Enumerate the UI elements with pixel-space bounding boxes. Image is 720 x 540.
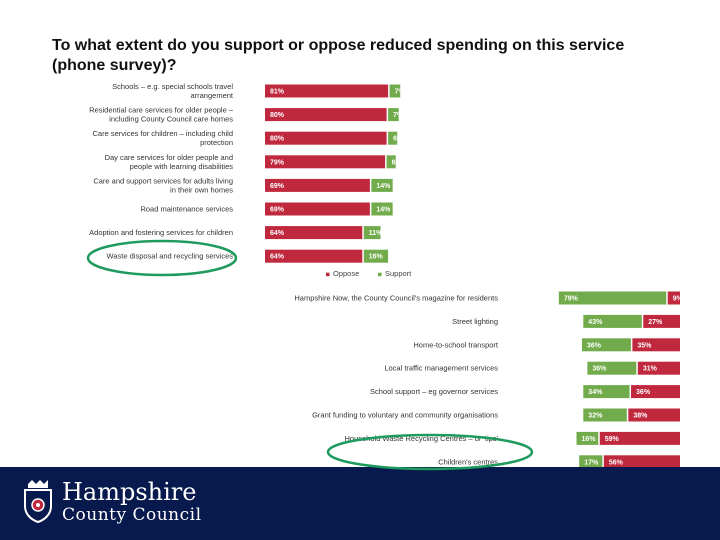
bar-support — [583, 314, 642, 328]
category-label: Street lighting — [452, 317, 498, 326]
category-label: Adoption and fostering services for chil… — [89, 228, 233, 237]
data-label-support: 34% — [588, 389, 603, 396]
legend-marker-oppose — [326, 272, 330, 277]
bar-support — [386, 155, 396, 169]
data-label-oppose: 27% — [648, 319, 663, 326]
bar-oppose — [643, 314, 680, 328]
bar-support — [388, 131, 398, 145]
data-label-oppose: 80% — [270, 136, 285, 143]
data-label-oppose: 9% — [673, 296, 684, 303]
logo-line-hampshire: Hampshire — [62, 478, 197, 506]
category-label: Hampshire Now, the County Council's maga… — [294, 294, 498, 303]
data-label-oppose: 64% — [270, 254, 285, 261]
logo-line-county-council: County Council — [62, 505, 202, 525]
category-label: Road maintenance services — [140, 205, 233, 214]
bar-oppose — [632, 338, 680, 352]
bar-support — [576, 431, 599, 445]
category-label: Care services for children – including c… — [93, 129, 233, 147]
data-label-oppose: 35% — [637, 342, 652, 349]
bar-oppose — [603, 455, 680, 469]
data-label-support: 6% — [392, 159, 403, 166]
bar-oppose — [265, 226, 363, 240]
data-label-support: 36% — [592, 366, 607, 373]
bar-oppose — [265, 249, 363, 263]
category-label: Children's centres — [438, 457, 498, 466]
legend-label-support: Support — [385, 269, 412, 278]
category-label: Household Waste Recycling Centres – or '… — [345, 434, 499, 443]
category-label: Residential care services for older peop… — [89, 106, 234, 124]
bar-support — [587, 361, 637, 375]
bar-oppose — [265, 84, 389, 98]
bar-oppose — [631, 385, 680, 399]
chart-spending-support: Hampshire Now, the County Council's maga… — [286, 285, 696, 490]
category-label: Schools – e.g. special schools travel arr… — [112, 82, 234, 100]
bar-oppose — [265, 155, 386, 169]
category-label: Local traffic management services — [384, 364, 498, 373]
data-label-support: 7% — [393, 112, 404, 119]
bar-oppose — [628, 408, 680, 422]
bar-support — [583, 385, 630, 399]
bar-oppose — [265, 131, 387, 145]
bar-oppose — [637, 361, 680, 375]
bar-support — [371, 202, 393, 216]
legend-label-oppose: Oppose — [333, 269, 359, 278]
bar-oppose — [265, 108, 387, 122]
category-label: Day care services for older people and pe… — [105, 153, 234, 171]
data-label-oppose: 69% — [270, 183, 285, 190]
data-label-support: 17% — [584, 459, 599, 466]
category-label: Home-to-school transport — [413, 340, 499, 349]
bar-support — [558, 291, 667, 305]
data-label-support: 32% — [588, 413, 603, 420]
data-label-support: 14% — [376, 207, 391, 214]
data-label-oppose: 38% — [633, 413, 648, 420]
category-label: Grant funding to voluntary and community… — [312, 411, 498, 420]
category-label: School support – eg governor services — [370, 387, 498, 396]
data-label-support: 43% — [588, 319, 603, 326]
bar-support — [388, 108, 399, 122]
county-crest-icon — [24, 480, 52, 524]
chart-spending-oppose: Schools – e.g. special schools travel arr… — [89, 82, 412, 278]
bar-support — [363, 226, 381, 240]
bar-support — [579, 455, 603, 469]
data-label-oppose: 64% — [270, 230, 285, 237]
bar-oppose — [667, 291, 680, 305]
data-label-support: 14% — [376, 183, 391, 190]
bar-support — [389, 84, 401, 98]
data-label-oppose: 36% — [636, 389, 651, 396]
data-label-oppose: 81% — [270, 89, 285, 96]
data-label-support: 6% — [393, 136, 404, 143]
data-label-support: 36% — [587, 342, 602, 349]
county-logo-wordmark: Hampshire County Council — [62, 479, 202, 525]
bar-support — [371, 178, 393, 192]
bar-oppose — [265, 178, 370, 192]
data-label-oppose: 69% — [270, 207, 285, 214]
data-label-oppose: 59% — [605, 436, 620, 443]
footer-bar — [0, 467, 720, 540]
data-label-oppose: 79% — [270, 159, 285, 166]
legend-marker-support — [378, 272, 382, 277]
category-label: Care and support services for adults liv… — [93, 176, 233, 194]
data-label-oppose: 31% — [643, 366, 658, 373]
data-label-support: 16% — [582, 436, 597, 443]
data-label-oppose: 80% — [270, 112, 285, 119]
data-label-support: 79% — [564, 296, 579, 303]
bar-support — [363, 249, 389, 263]
data-label-oppose: 56% — [609, 459, 624, 466]
bar-support — [583, 408, 627, 422]
bar-oppose — [599, 431, 680, 445]
bar-oppose — [265, 202, 370, 216]
data-label-support: 16% — [369, 254, 384, 261]
bar-support — [581, 338, 631, 352]
data-label-support: 7% — [395, 89, 406, 96]
category-label: Waste disposal and recycling services — [107, 252, 234, 261]
data-label-support: 11% — [369, 230, 383, 237]
slide-title: To what extent do you support or oppose … — [52, 37, 625, 74]
